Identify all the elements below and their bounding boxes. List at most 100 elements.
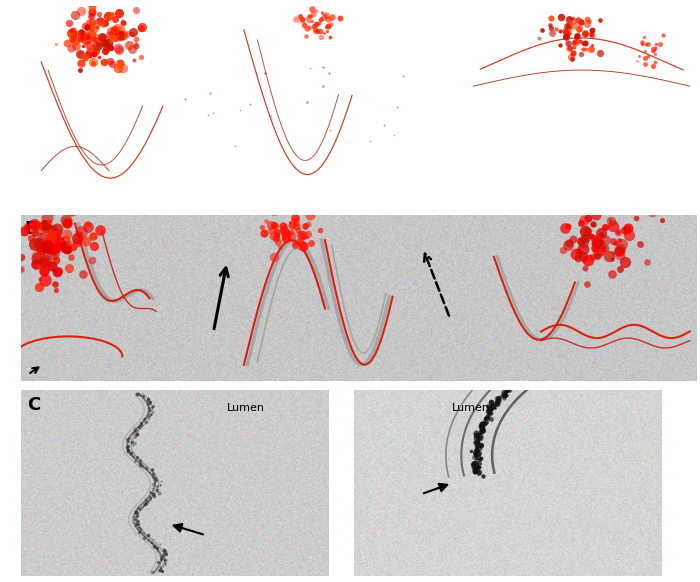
Point [567,48,578,58]
Point [70,41,81,51]
Point [318,63,329,72]
Point [533,33,545,42]
Point [34,275,46,284]
Point [151,544,162,553]
Point [47,226,58,235]
Point [563,23,574,33]
Point [469,453,480,462]
Point [146,466,158,475]
Point [582,14,593,23]
Point [76,6,87,16]
Point [105,56,116,65]
Point [318,12,330,22]
Point [152,482,163,491]
Point [475,454,486,463]
Point [471,428,482,438]
Point [587,25,598,34]
Point [38,257,50,267]
Point [304,211,316,220]
Point [87,8,98,17]
Point [113,8,125,17]
Point [589,234,601,243]
Point [587,253,598,262]
Point [310,19,321,29]
Point [121,29,132,38]
Point [484,409,495,418]
Point [492,396,503,406]
Point [61,218,72,228]
Point [64,264,75,273]
Point [485,409,496,418]
Point [84,43,95,52]
Point [325,32,336,41]
Point [147,401,158,410]
Point [578,215,589,224]
Point [472,430,483,439]
Point [654,40,665,49]
Point [575,218,587,228]
Point [83,49,94,58]
Point [491,398,502,407]
Point [71,0,83,6]
Point [471,433,482,442]
Point [116,30,127,39]
Point [472,445,483,455]
Point [643,39,654,48]
Point [579,263,590,272]
Point [55,243,66,252]
Point [571,31,582,41]
Point [75,49,86,59]
Point [136,22,147,31]
Point [139,531,150,541]
Point [34,239,45,249]
Point [0,223,9,232]
Point [561,22,572,31]
Point [85,47,96,56]
Point [315,33,326,42]
Point [126,438,137,447]
Point [572,30,583,40]
Point [578,237,589,247]
Point [300,13,312,23]
Point [113,45,125,55]
Point [65,43,76,52]
Point [38,244,50,253]
Point [88,49,99,58]
Point [82,219,93,229]
Point [111,35,122,44]
Point [286,221,297,230]
Point [493,398,504,407]
Point [473,453,484,462]
Point [657,215,668,225]
Point [315,225,326,235]
Point [134,527,145,537]
Point [66,29,77,38]
Point [230,141,241,151]
Point [106,26,117,36]
Point [116,25,127,34]
Point [554,40,565,49]
Point [103,38,114,47]
Point [640,59,651,69]
Point [158,551,169,560]
Point [244,100,256,109]
Point [48,249,60,258]
Point [559,223,570,233]
Point [13,255,24,264]
Point [208,108,219,118]
Point [43,236,55,246]
Point [595,228,606,237]
Point [272,230,283,239]
Point [279,228,290,237]
Point [316,9,328,18]
Point [136,525,147,534]
Point [610,203,621,212]
Point [624,230,635,239]
Point [564,238,575,247]
Point [71,30,82,39]
Point [50,39,62,48]
Point [83,17,94,27]
Point [473,430,484,439]
Point [147,470,158,479]
Point [92,36,104,45]
